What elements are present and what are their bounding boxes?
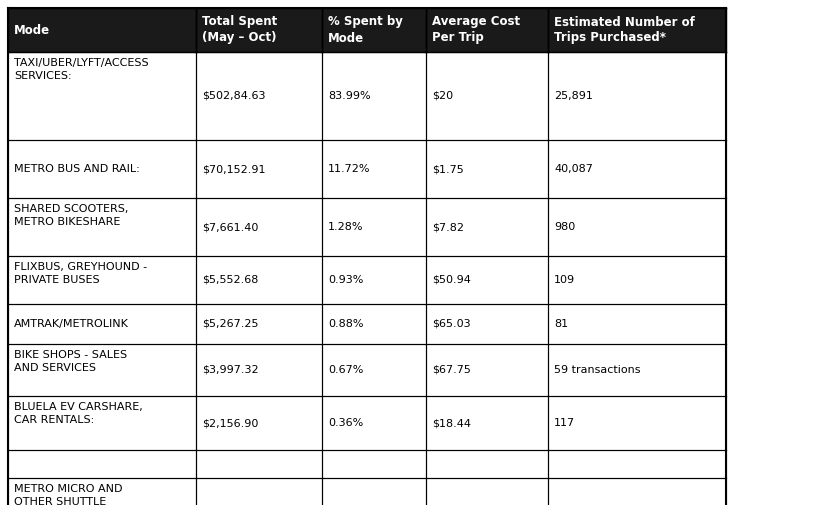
Bar [548,140,726,198]
Text: 109: 109 [555,275,575,285]
Text: $65.03: $65.03 [432,319,471,329]
Text: 1.28%: 1.28% [328,222,364,232]
Text: $502,84.63: $502,84.63 [203,91,266,101]
Text: $20: $20 [432,91,454,101]
Text: $7,661.40: $7,661.40 [203,222,259,232]
Text: $5,267.25: $5,267.25 [203,319,259,329]
Bar [548,396,726,450]
Bar [197,396,322,450]
Text: 0.93%: 0.93% [328,275,364,285]
Bar [8,344,197,396]
Bar [197,8,322,52]
Text: Total Spent
(May – Oct): Total Spent (May – Oct) [203,16,278,44]
Bar [8,304,197,344]
Bar [426,8,548,52]
Text: 25,891: 25,891 [555,91,593,101]
Text: $1.75: $1.75 [432,164,464,174]
Bar [426,256,548,304]
Text: 980: 980 [555,222,575,232]
Text: BIKE SHOPS - SALES
AND SERVICES: BIKE SHOPS - SALES AND SERVICES [14,350,127,373]
Text: 81: 81 [555,319,569,329]
Bar [548,52,726,140]
Bar [8,450,197,478]
Bar [548,8,726,52]
Text: 40,087: 40,087 [555,164,593,174]
Bar [322,256,426,304]
Text: $2,156.90: $2,156.90 [203,418,259,428]
Bar [426,344,548,396]
Bar [426,140,548,198]
Bar [8,478,197,505]
Bar [548,304,726,344]
Text: SHARED SCOOTERS,
METRO BIKESHARE: SHARED SCOOTERS, METRO BIKESHARE [14,204,128,227]
Text: $50.94: $50.94 [432,275,471,285]
Bar [197,344,322,396]
Text: $7.82: $7.82 [432,222,465,232]
Text: BLUELA EV CARSHARE,
CAR RENTALS:: BLUELA EV CARSHARE, CAR RENTALS: [14,402,143,425]
Bar [197,256,322,304]
Bar [8,198,197,256]
Text: 11.72%: 11.72% [328,164,370,174]
Bar [8,8,197,52]
Text: $5,552.68: $5,552.68 [203,275,259,285]
Bar [426,52,548,140]
Bar [426,450,548,478]
Bar [322,450,426,478]
Text: $3,997.32: $3,997.32 [203,365,259,375]
Bar [197,450,322,478]
Bar [8,256,197,304]
Text: TAXI/UBER/LYFT/ACCESS
SERVICES:: TAXI/UBER/LYFT/ACCESS SERVICES: [14,58,148,81]
Bar [197,478,322,505]
Text: METRO BUS AND RAIL:: METRO BUS AND RAIL: [14,164,140,174]
Bar [322,8,426,52]
Bar [548,450,726,478]
Text: Mode: Mode [14,24,50,36]
Text: Average Cost
Per Trip: Average Cost Per Trip [432,16,520,44]
Bar [548,256,726,304]
Bar [322,478,426,505]
Bar [8,396,197,450]
Text: Estimated Number of
Trips Purchased*: Estimated Number of Trips Purchased* [555,16,696,44]
Text: 83.99%: 83.99% [328,91,371,101]
Bar [322,344,426,396]
Bar [548,198,726,256]
Bar [548,344,726,396]
Bar [322,52,426,140]
Bar [197,304,322,344]
Text: 0.67%: 0.67% [328,365,364,375]
Text: AMTRAK/METROLINK: AMTRAK/METROLINK [14,319,129,329]
Bar [426,396,548,450]
Text: 117: 117 [555,418,575,428]
Text: $18.44: $18.44 [432,418,471,428]
Text: $67.75: $67.75 [432,365,471,375]
Bar [197,52,322,140]
Text: 0.36%: 0.36% [328,418,364,428]
Bar [197,140,322,198]
Bar [426,304,548,344]
Text: $70,152.91: $70,152.91 [203,164,266,174]
Bar [8,52,197,140]
Text: FLIXBUS, GREYHOUND -
PRIVATE BUSES: FLIXBUS, GREYHOUND - PRIVATE BUSES [14,262,147,285]
Text: METRO MICRO AND
OTHER SHUTTLE
SERVICES: METRO MICRO AND OTHER SHUTTLE SERVICES [14,484,123,505]
Bar [8,140,197,198]
Bar [548,478,726,505]
Bar [322,140,426,198]
Bar [426,198,548,256]
Bar [322,198,426,256]
Bar [322,304,426,344]
Text: % Spent by
Mode: % Spent by Mode [328,16,403,44]
Text: 0.88%: 0.88% [328,319,364,329]
Bar [426,478,548,505]
Bar [197,198,322,256]
Bar [322,396,426,450]
Text: 59 transactions: 59 transactions [555,365,641,375]
